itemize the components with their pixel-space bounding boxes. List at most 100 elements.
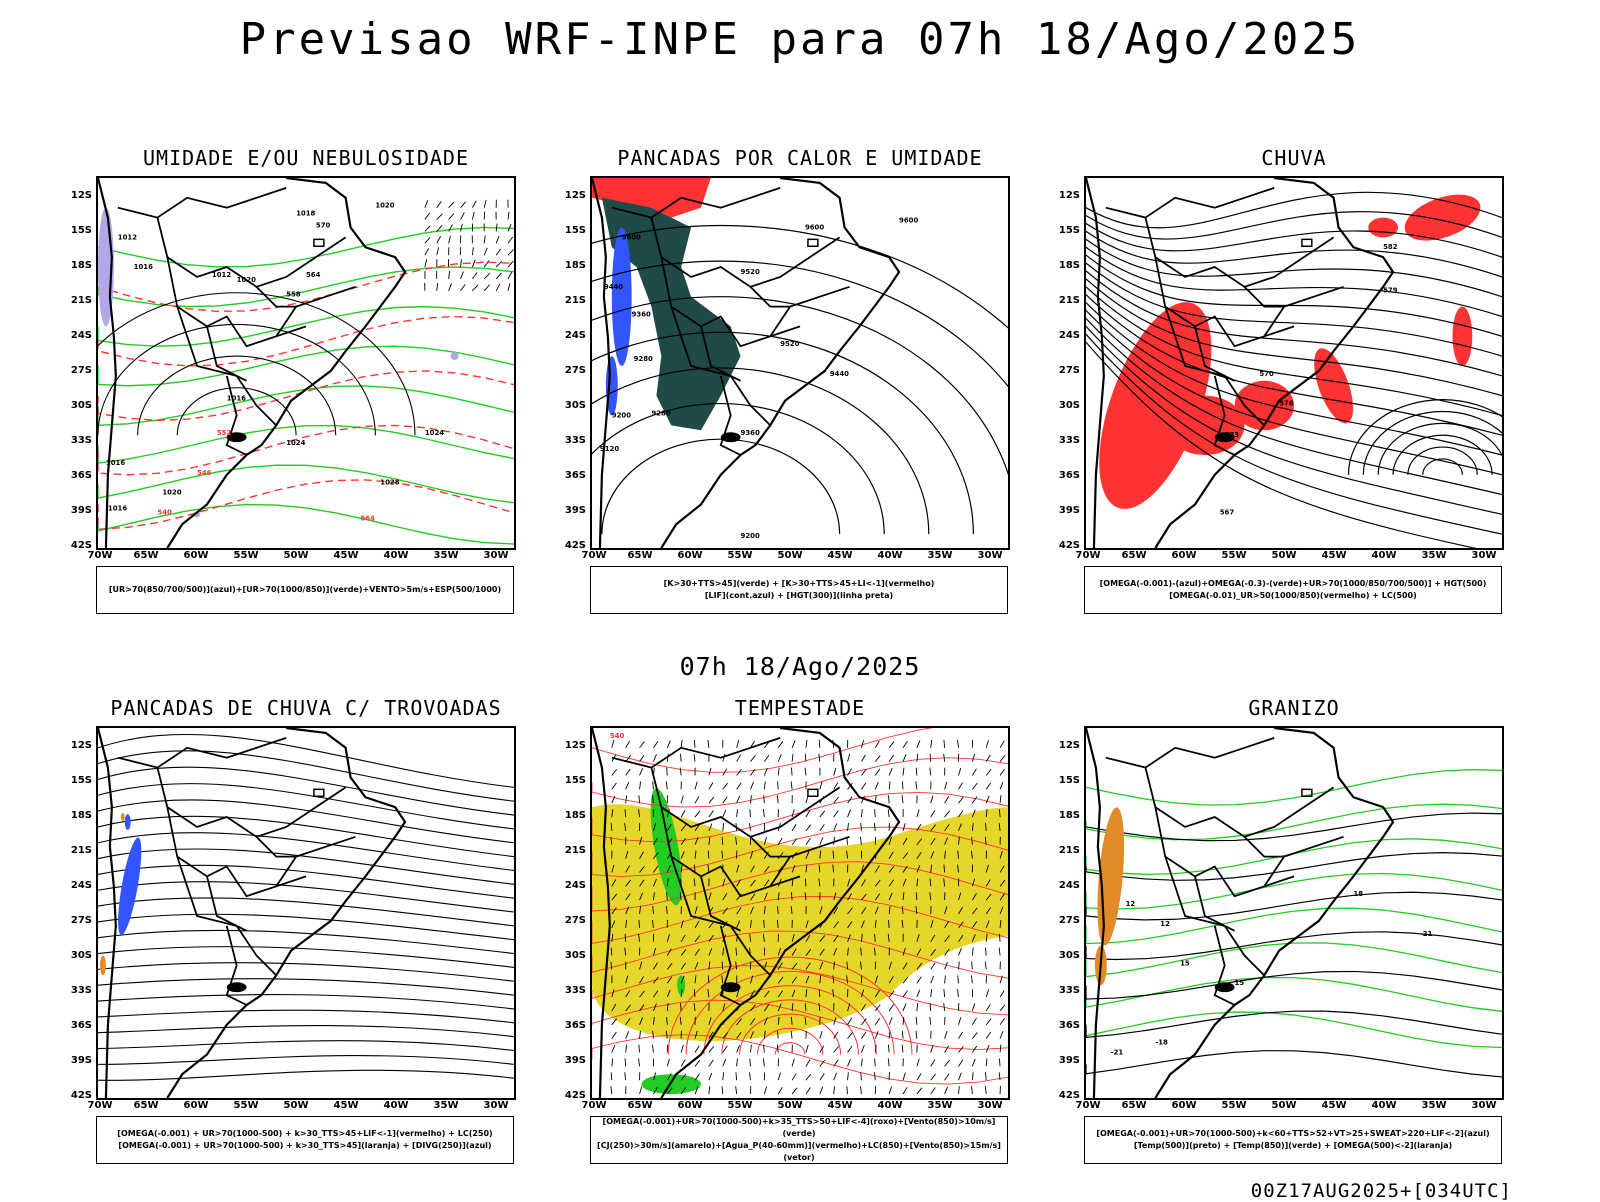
contour-label: 9280 [651,409,670,417]
wind-vector-15ms [750,809,751,817]
wind-vector-15ms [778,1073,780,1081]
wind-vector-15ms [777,1045,778,1053]
wind-vector [508,283,510,291]
lat-tick-label: 39S [565,1055,586,1066]
wind-vector-15ms [902,1045,903,1053]
wind-vector-15ms [986,1058,987,1066]
wind-vector-15ms [931,1045,933,1053]
lon-tick-label: 65W [134,1100,159,1111]
wind-vector-15ms [958,975,959,983]
wind-vector [461,259,462,267]
lon-tick-label: 55W [728,1100,753,1111]
contour-label: 12 [1160,920,1170,928]
lat-tick-label: 21S [1059,845,1080,856]
wind-vector-15ms [888,1058,889,1066]
wind-vector-15ms [958,1032,962,1039]
red-dashed-thickness-line [98,425,514,474]
lagoon [721,982,741,992]
lat-tick-label: 33S [71,435,92,446]
coastline [98,178,405,548]
wind-vector-15ms [875,782,878,789]
wind-vector-15ms [874,823,875,831]
lat-tick-label: 36S [1059,1020,1080,1031]
contour-label: 1018 [296,210,315,218]
lon-tick-label: 30W [484,550,509,561]
green-humidity-contour [98,426,514,464]
blue-divergence-dots [113,836,146,936]
green-humidity-contour [98,227,514,266]
wind-vector-15ms [640,1031,641,1039]
wind-vector-15ms [917,1088,922,1094]
wind-vector-15ms [917,990,920,997]
wind-vector-15ms [639,1058,640,1066]
wind-vector-15ms [611,1072,612,1080]
country-border [1106,188,1274,218]
lon-tick-label: 55W [234,550,259,561]
wind-vector-15ms [944,989,945,997]
country-border [118,188,286,218]
capital-marker [314,239,324,246]
lon-tick-label: 35W [1422,1100,1447,1111]
wind-vector-15ms [888,809,889,817]
wind-vector [437,201,442,207]
lat-tick-label: 36S [1059,470,1080,481]
lon-tick-label: 45W [1322,1100,1347,1111]
wind-vector-15ms [820,811,825,817]
wind-vector [508,212,509,220]
orange-thunder-area [121,813,125,821]
wind-vector-15ms [931,1088,935,1095]
capital-marker [808,239,818,246]
contour-label: 9200 [741,532,760,540]
panel-title: CHUVA [1084,146,1504,170]
legend-umidade: [UR>70(850/700/500)](azul)+[UR>70(1000/8… [96,566,514,614]
contour-label: 540 [157,508,172,516]
wind-vector-15ms [848,1046,852,1053]
wind-vector-15ms [972,948,973,956]
lat-tick-label: 39S [71,1055,92,1066]
contour-label: 12 [1126,900,1136,908]
wind-vector-15ms [763,809,764,817]
hgt300-contour [592,368,929,534]
wind-vector-15ms [806,1060,810,1067]
lagoon [1215,982,1235,992]
lon-tick-label: 40W [1372,550,1397,561]
wind-vector-15ms [612,1032,617,1038]
wind-vector [472,273,477,279]
capital-marker [808,789,818,796]
wind-vector-15ms [861,1045,864,1052]
lat-tick-label: 33S [71,985,92,996]
wind-vector-15ms [945,811,950,817]
wind-vector [484,261,489,267]
wind-vector-15ms [625,1072,626,1080]
wind-vector-15ms [792,1088,797,1094]
wind-vector-15ms [806,1088,810,1095]
wind-vector [437,283,438,291]
contour-label: 9520 [741,268,760,276]
wind-vector-15ms [806,1074,811,1080]
contour-label: 9360 [741,429,760,437]
wind-vector-15ms [709,797,714,803]
wind-vector-15ms [944,1003,945,1011]
contour-label: 1012 [212,271,231,279]
contour-label: 1020 [162,489,181,497]
wind-vector-15ms [722,1086,723,1094]
contour-label: 9600 [622,233,641,241]
wind-vector-15ms [848,810,851,817]
wind-vector-15ms [861,1032,865,1039]
wind-vector-15ms [986,783,991,790]
wind-vector-15ms [723,1059,726,1066]
lon-tick-label: 40W [1372,1100,1397,1111]
lat-tick-label: 15S [565,225,586,236]
legend-granizo: [OMEGA(-0.001)+UR>70(1000-500)+k<60+TTS>… [1084,1116,1502,1164]
wind-vector-15ms [944,754,945,762]
wind-vector [472,201,476,208]
lon-tick-label: 50W [778,550,803,561]
wind-vector-15ms [626,795,627,803]
